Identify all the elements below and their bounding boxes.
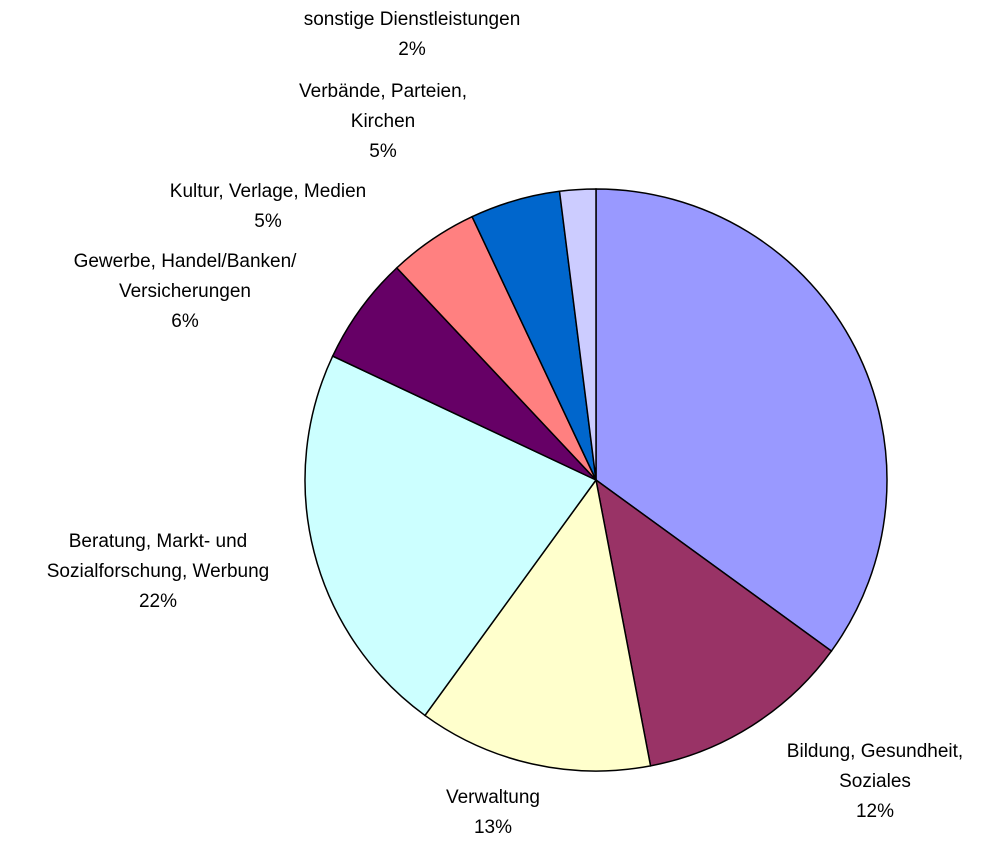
pie-slice xyxy=(595,188,888,653)
slice-label: Bildung, Gesundheit, Soziales 12% xyxy=(715,737,993,827)
value-label: 13% xyxy=(473,817,513,838)
category-label: Kultur, Verlage, Medien xyxy=(169,181,367,202)
category-label: Bildung, Gesundheit, Soziales xyxy=(786,741,964,792)
value-label: 5% xyxy=(254,211,282,232)
category-label: sonstige Dienstleistungen xyxy=(303,9,521,30)
value-label: 2% xyxy=(398,39,426,60)
category-label: Gewerbe, Handel/Banken/ Versicherungen xyxy=(73,251,297,302)
slice-label: Verwaltung 13% xyxy=(333,783,653,841)
value-label: 12% xyxy=(855,801,895,822)
slice-label: sonstige Dienstleistungen 2% xyxy=(252,5,572,65)
value-label: 22% xyxy=(138,591,178,612)
pie-slice xyxy=(423,478,652,772)
pie-slice xyxy=(558,188,597,481)
slice-label: Verbände, Parteien, Kirchen 5% xyxy=(223,77,543,167)
category-label: Verwaltung xyxy=(445,787,540,808)
slice-label: Kultur, Verlage, Medien 5% xyxy=(108,177,428,237)
category-label: Verbände, Parteien, Kirchen xyxy=(299,81,467,132)
value-label: 5% xyxy=(369,141,397,162)
value-label: 6% xyxy=(171,311,199,332)
slice-label: Beratung, Markt- und Sozialforschung, We… xyxy=(0,527,318,617)
pie-slice xyxy=(594,478,833,767)
slice-label: Gewerbe, Handel/Banken/ Versicherungen 6% xyxy=(25,247,345,337)
category-label: Beratung, Markt- und Sozialforschung, We… xyxy=(46,531,270,582)
